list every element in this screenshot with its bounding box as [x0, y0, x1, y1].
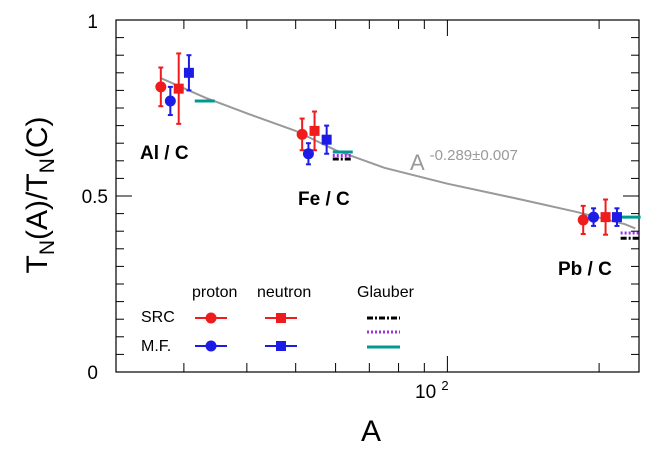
legend-marker-circle: [205, 312, 217, 324]
y-tick-label-1: 1: [87, 12, 98, 33]
data-point-square: [600, 212, 611, 223]
x-axis-title: A: [361, 415, 381, 448]
data-point-circle: [296, 128, 308, 140]
axis-ticks: [116, 19, 639, 373]
data-point-circle: [302, 148, 314, 160]
legend-marker-square: [276, 341, 286, 351]
data-point-square: [321, 134, 332, 145]
data-point-square: [173, 83, 184, 94]
points-layer: [155, 52, 622, 236]
x-tick-label-100: 10 2: [415, 378, 449, 403]
data-point-square: [183, 67, 194, 78]
group-label-fe: Fe / C: [298, 189, 350, 210]
legend-row-mf: M.F.: [141, 338, 171, 355]
legend-header-neutron: neutron: [257, 284, 311, 301]
legend-header-proton: proton: [192, 284, 237, 301]
legend-marker-square: [276, 313, 286, 323]
legend-layer: [195, 312, 400, 352]
y-tick-label-0-5: 0.5: [82, 187, 108, 208]
fit-label: A -0.289±0.007: [410, 147, 518, 175]
data-point-circle: [164, 95, 176, 107]
data-point-circle: [155, 81, 167, 93]
plot-frame: [115, 19, 640, 373]
data-point-square: [309, 125, 320, 136]
x-tick-base: 10: [415, 382, 436, 403]
data-point-circle: [588, 211, 600, 223]
legend-row-src: SRC: [141, 309, 175, 326]
fit-layer: [160, 77, 636, 230]
legend-header-glauber: Glauber: [357, 284, 415, 301]
data-point-circle: [577, 214, 589, 226]
data-point-square: [611, 212, 622, 223]
fit-label-exponent: -0.289±0.007: [430, 147, 518, 164]
fit-curve: [160, 77, 636, 230]
x-tick-exponent: 2: [441, 378, 448, 393]
glauber-layer: [194, 99, 641, 240]
fit-label-base: A: [410, 150, 425, 175]
group-label-al: Al / C: [140, 143, 189, 164]
legend-marker-circle: [205, 340, 217, 352]
group-label-pb: Pb / C: [558, 259, 612, 280]
y-axis-title: TN(A)/TN(C): [21, 117, 59, 274]
y-tick-label-0: 0: [87, 363, 98, 384]
